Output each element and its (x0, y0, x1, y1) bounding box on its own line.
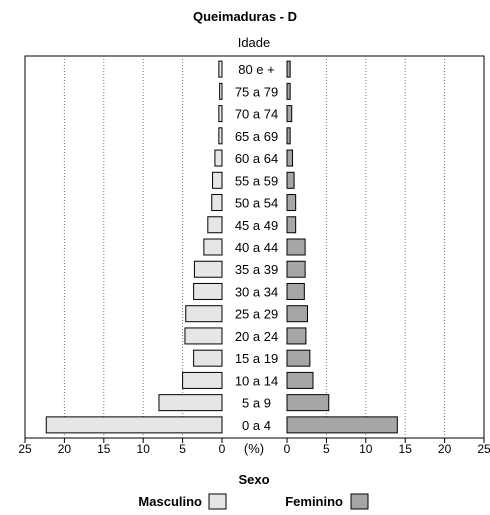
bar-feminino (286, 349, 311, 367)
age-group-label: 70 a 74 (235, 107, 278, 122)
bar-masculino (212, 171, 223, 189)
bar-feminino (286, 194, 297, 212)
grid-lines (63, 56, 446, 438)
x-tick-label: 15 (399, 442, 413, 456)
age-group-label: 50 a 54 (235, 196, 278, 211)
bar-feminino (286, 282, 305, 300)
bar-masculino (185, 305, 223, 323)
age-group-label: 20 a 24 (235, 329, 278, 344)
bar-feminino (286, 171, 295, 189)
bar-feminino (286, 60, 291, 78)
bar-feminino (286, 371, 314, 389)
x-tick-label: 10 (359, 442, 373, 456)
bar-feminino (286, 149, 294, 167)
bar-masculino (203, 238, 223, 256)
bars-group (45, 60, 398, 434)
x-tick-label: 15 (97, 442, 111, 456)
legend-swatch-masculino (208, 493, 227, 510)
age-group-label: 45 a 49 (235, 218, 278, 233)
bar-masculino (193, 282, 223, 300)
bar-feminino (286, 260, 306, 278)
bar-feminino (286, 394, 330, 412)
chart-title: Queimaduras - D (193, 9, 297, 24)
bar-feminino (286, 327, 307, 345)
legend-swatch-feminino (350, 493, 369, 510)
age-group-label: 5 a 9 (242, 396, 271, 411)
x-tick-label: 5 (179, 442, 186, 456)
bar-feminino (286, 216, 297, 234)
plot-frame (24, 55, 485, 439)
age-group-label: 0 a 4 (242, 418, 271, 433)
bar-masculino (219, 82, 223, 100)
x-tick-label: 5 (323, 442, 330, 456)
bar-masculino (207, 216, 223, 234)
x-tick-label: 10 (137, 442, 151, 456)
age-group-label: 60 a 64 (235, 151, 278, 166)
bar-feminino (286, 82, 291, 100)
bar-masculino (45, 416, 223, 434)
bar-feminino (286, 238, 306, 256)
bar-masculino (214, 149, 223, 167)
bar-masculino (158, 394, 223, 412)
bar-masculino (193, 349, 223, 367)
age-group-label: 15 a 19 (235, 351, 278, 366)
x-tick-label: 0 (219, 442, 226, 456)
age-group-labels: 80 e + 75 a 79 70 a 74 65 a 69 60 a 64 55 a 5… (235, 62, 278, 433)
x-tick-label: 25 (18, 442, 32, 456)
bar-masculino (218, 105, 223, 123)
x-tick-label: 25 (477, 442, 490, 456)
bar-masculino (211, 194, 223, 212)
age-group-label: 35 a 39 (235, 262, 278, 277)
percent-axis-label: (%) (244, 441, 264, 456)
x-axis-ticks: 25 20 15 10 5 0 0 5 10 15 20 25 (18, 438, 490, 456)
age-group-label: 80 e + (238, 62, 275, 77)
x-tick-label: 0 (284, 442, 291, 456)
bar-feminino (286, 105, 293, 123)
age-group-label: 75 a 79 (235, 84, 278, 99)
age-group-label: 40 a 44 (235, 240, 278, 255)
age-group-label: 10 a 14 (235, 373, 278, 388)
bar-feminino (286, 416, 398, 434)
age-group-label: 25 a 29 (235, 307, 278, 322)
bar-masculino (193, 260, 223, 278)
x-tick-label: 20 (438, 442, 452, 456)
bar-masculino (218, 60, 223, 78)
legend-title: Sexo (238, 472, 269, 487)
bar-masculino (218, 127, 223, 145)
age-group-label: 65 a 69 (235, 129, 278, 144)
bar-masculino (182, 371, 223, 389)
bar-feminino (286, 127, 291, 145)
legend-label-feminino: Feminino (285, 494, 343, 509)
bar-masculino (184, 327, 223, 345)
age-group-label: 55 a 59 (235, 173, 278, 188)
legend-label-masculino: Masculino (138, 494, 202, 509)
age-group-label: 30 a 34 (235, 284, 278, 299)
bar-feminino (286, 305, 308, 323)
age-axis-label: Idade (238, 35, 271, 50)
x-tick-label: 20 (58, 442, 72, 456)
